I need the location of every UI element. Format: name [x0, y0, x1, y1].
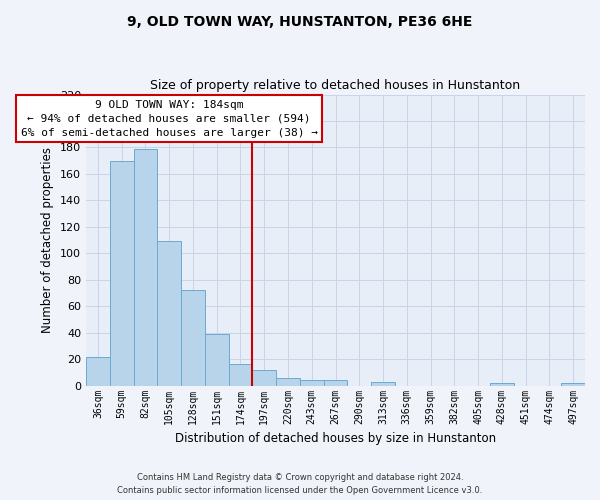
Bar [86, 356, 110, 386]
Text: Contains HM Land Registry data © Crown copyright and database right 2024.
Contai: Contains HM Land Registry data © Crown c… [118, 474, 482, 495]
Bar [110, 160, 134, 386]
X-axis label: Distribution of detached houses by size in Hunstanton: Distribution of detached houses by size … [175, 432, 496, 445]
Bar [323, 380, 347, 386]
Bar [371, 382, 395, 386]
Bar [157, 242, 181, 386]
Bar [490, 383, 514, 386]
Bar [205, 334, 229, 386]
Bar [181, 290, 205, 386]
Bar [253, 370, 276, 386]
Bar [229, 364, 253, 386]
Title: Size of property relative to detached houses in Hunstanton: Size of property relative to detached ho… [151, 79, 521, 92]
Bar [276, 378, 300, 386]
Text: 9 OLD TOWN WAY: 184sqm
← 94% of detached houses are smaller (594)
6% of semi-det: 9 OLD TOWN WAY: 184sqm ← 94% of detached… [20, 100, 317, 138]
Y-axis label: Number of detached properties: Number of detached properties [41, 147, 55, 333]
Text: 9, OLD TOWN WAY, HUNSTANTON, PE36 6HE: 9, OLD TOWN WAY, HUNSTANTON, PE36 6HE [127, 15, 473, 29]
Bar [134, 149, 157, 386]
Bar [561, 383, 585, 386]
Bar [300, 380, 323, 386]
